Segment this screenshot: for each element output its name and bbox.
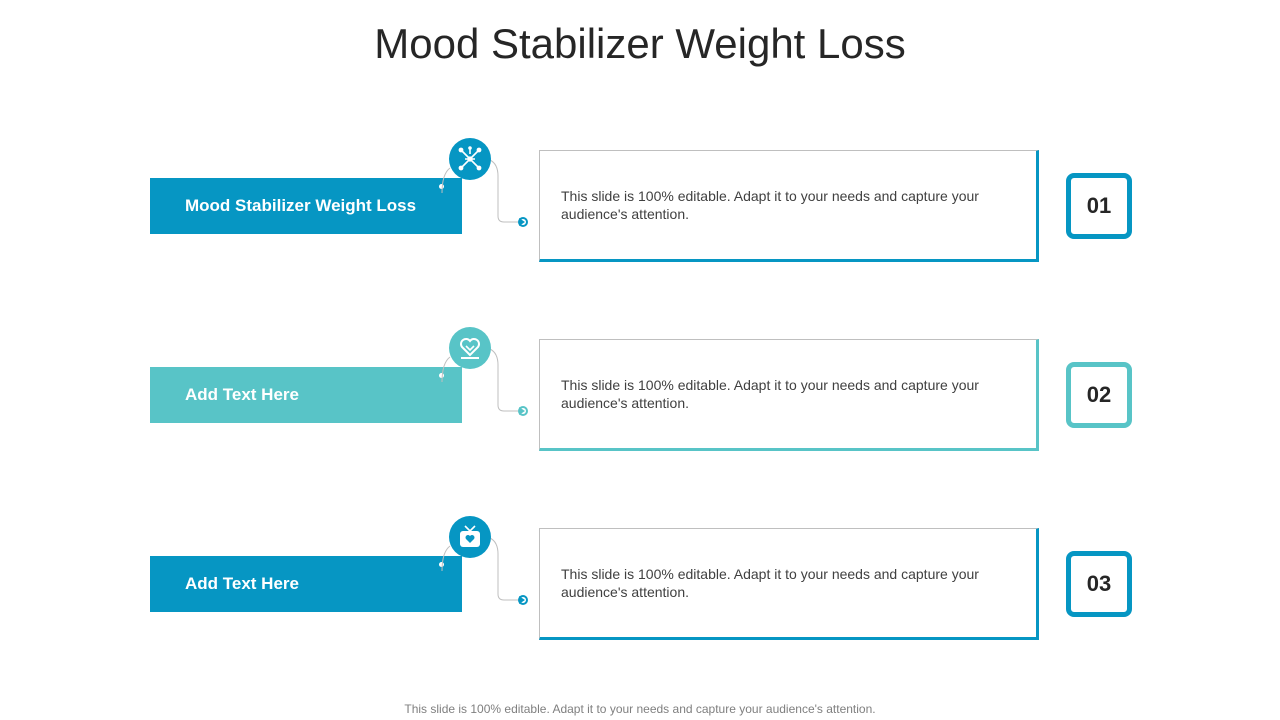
label-box-3[interactable]: Add Text Here bbox=[150, 556, 462, 612]
number-text-2: 02 bbox=[1086, 382, 1112, 407]
description-card-3: This slide is 100% editable. Adapt it to… bbox=[539, 528, 1039, 640]
heart-scale-icon bbox=[449, 327, 491, 369]
label-text-2: Add Text Here bbox=[185, 385, 299, 404]
label-box-2[interactable]: Add Text Here bbox=[150, 367, 462, 423]
description-card-1: This slide is 100% editable. Adapt it to… bbox=[539, 150, 1039, 262]
connector-3 bbox=[441, 537, 528, 605]
number-text-3: 03 bbox=[1086, 571, 1112, 596]
label-dot-2 bbox=[439, 373, 444, 378]
label-dot-3 bbox=[439, 562, 444, 567]
description-text-3: This slide is 100% editable. Adapt it to… bbox=[561, 566, 979, 600]
description-text-2: This slide is 100% editable. Adapt it to… bbox=[561, 377, 979, 411]
row-3: Add Text Here This slide is 100% editabl… bbox=[0, 516, 1280, 646]
row-2: Add Text Here This slide is 100% editabl… bbox=[0, 327, 1280, 457]
description-card-2: This slide is 100% editable. Adapt it to… bbox=[539, 339, 1039, 451]
row-1: Mood Stabilizer Weight Loss This slide i… bbox=[0, 138, 1280, 268]
connector-2 bbox=[441, 348, 528, 416]
label-text-1: Mood Stabilizer Weight Loss bbox=[185, 196, 417, 215]
label-text-3: Add Text Here bbox=[185, 574, 299, 593]
footer-note: This slide is 100% editable. Adapt it to… bbox=[404, 702, 876, 716]
label-dot-1 bbox=[439, 184, 444, 189]
number-badge-2: 02 bbox=[1066, 362, 1132, 428]
description-text-1: This slide is 100% editable. Adapt it to… bbox=[561, 188, 979, 222]
label-box-1[interactable]: Mood Stabilizer Weight Loss bbox=[150, 178, 462, 234]
number-badge-3: 03 bbox=[1066, 551, 1132, 617]
molecule-network-icon bbox=[449, 138, 491, 180]
page-title: Mood Stabilizer Weight Loss bbox=[374, 20, 906, 67]
connector-1 bbox=[441, 159, 528, 227]
tv-heart-icon bbox=[449, 516, 491, 558]
number-text-1: 01 bbox=[1086, 193, 1112, 218]
number-badge-1: 01 bbox=[1066, 173, 1132, 239]
